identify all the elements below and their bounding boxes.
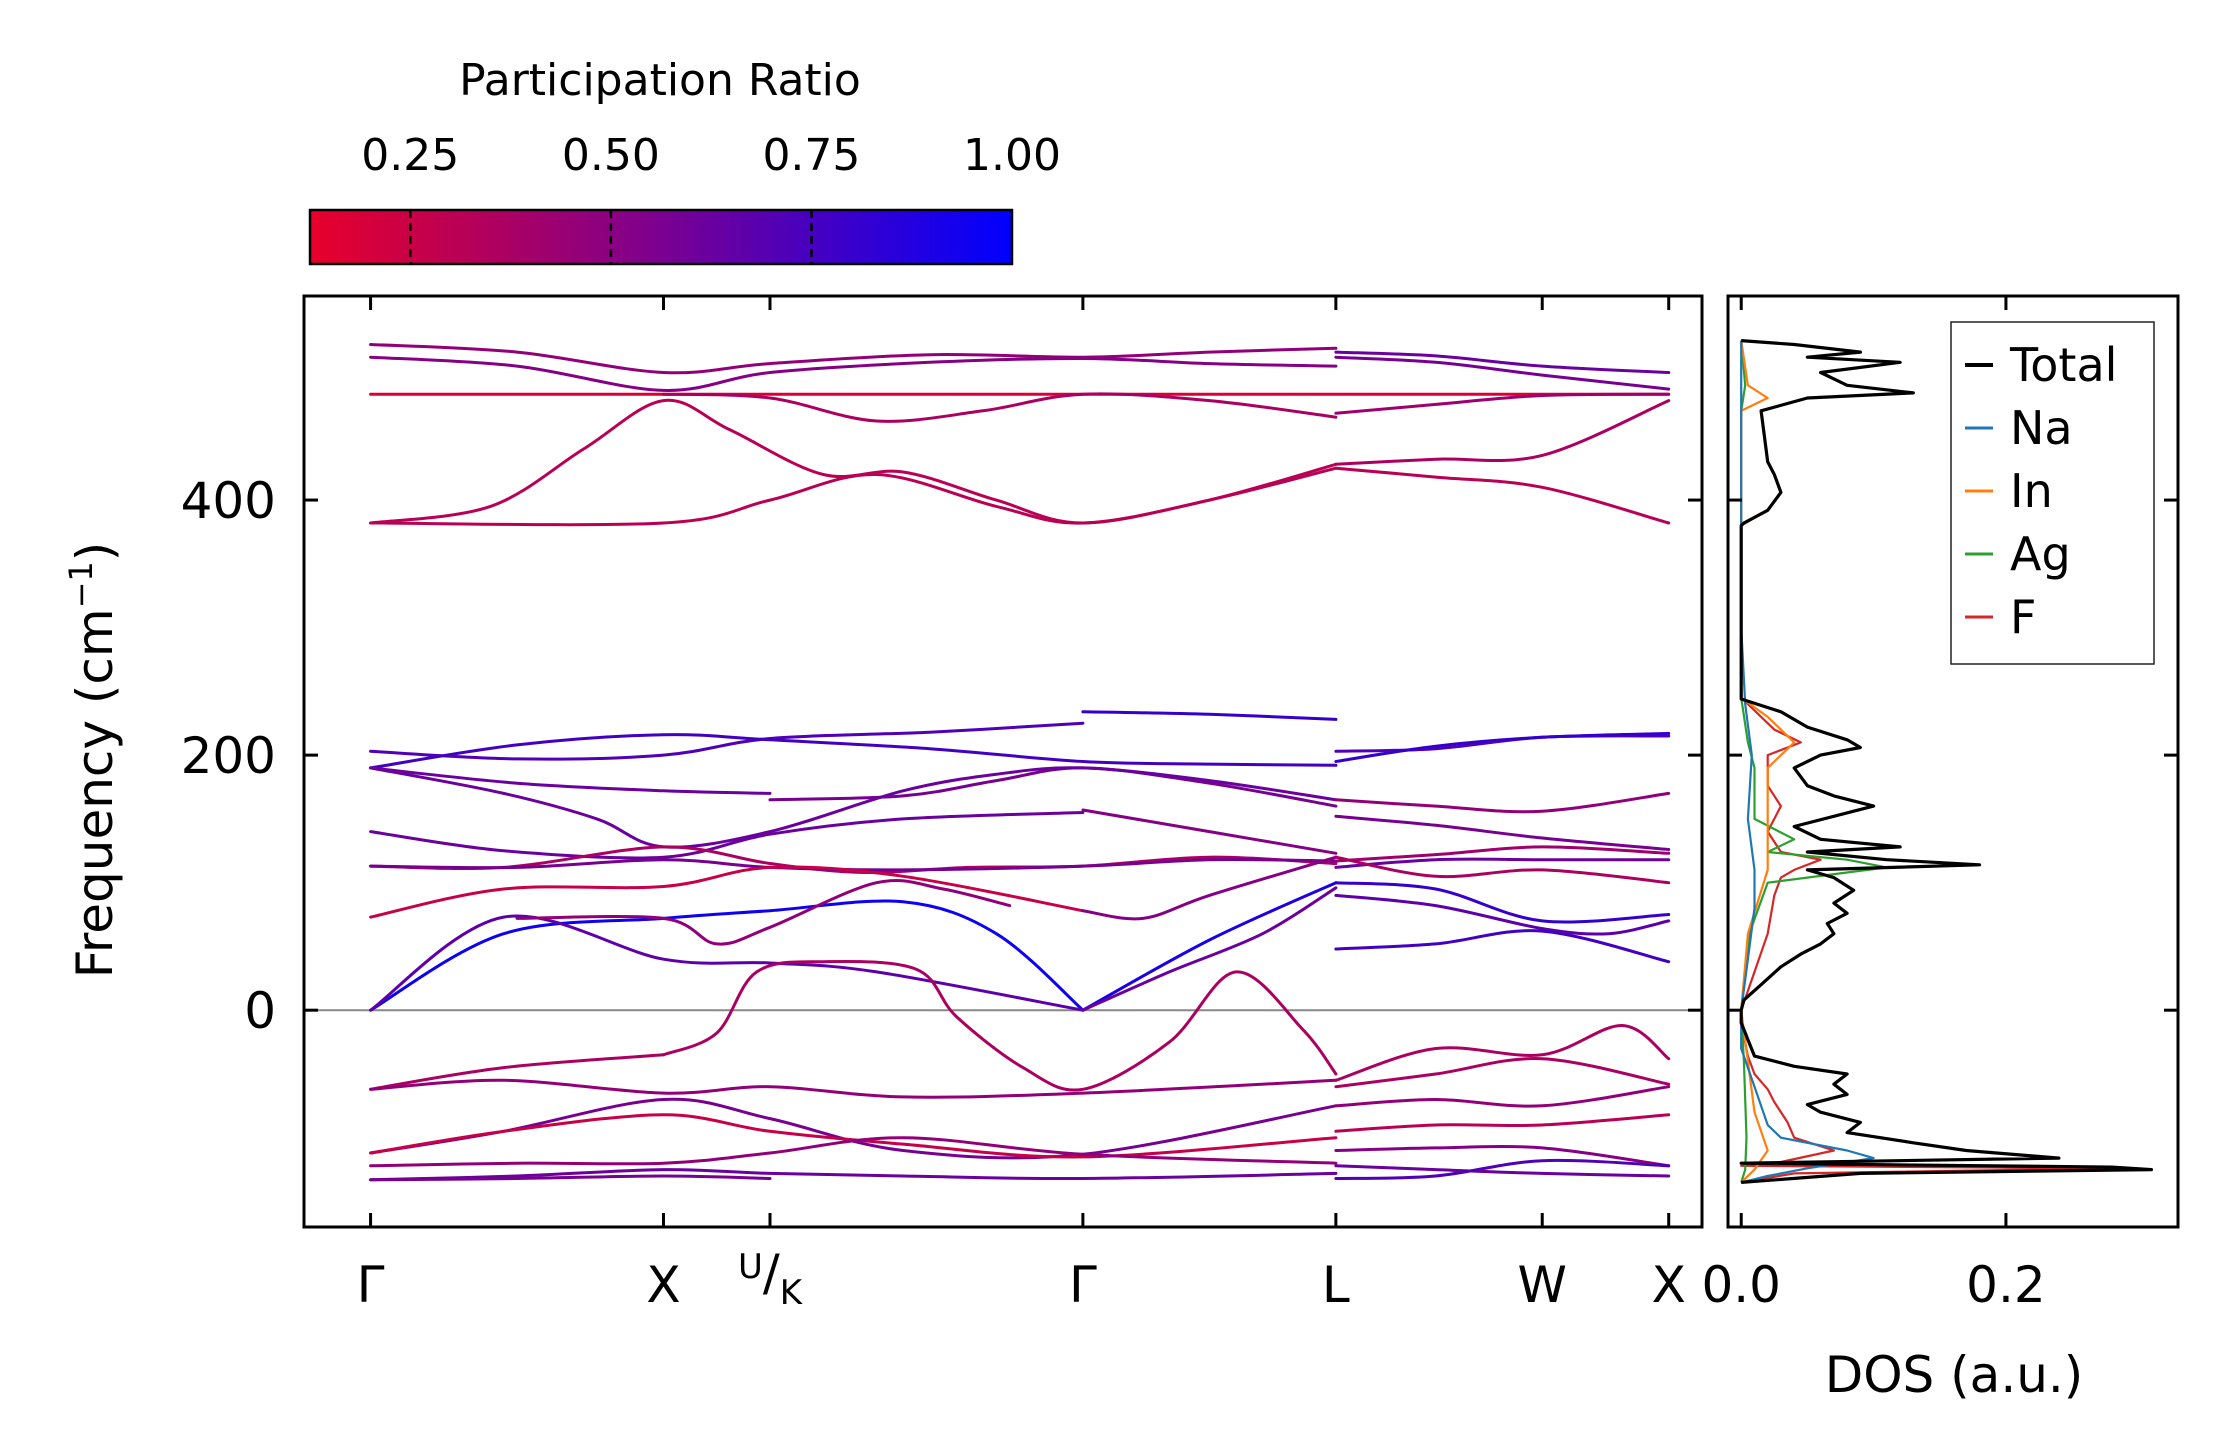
- band-line-mid-g: [369, 858, 1338, 872]
- colorbar-tick-label: 1.00: [963, 130, 1061, 181]
- dos-line-in: [1740, 340, 1796, 1184]
- band-line-mid-c: [369, 766, 772, 795]
- band-line-ac-1b: [1081, 881, 1338, 1012]
- k-point-label: U/K: [738, 1244, 804, 1313]
- k-point-label: W: [1518, 1256, 1567, 1314]
- legend-box: [1950, 321, 2155, 665]
- colorbar-title: Participation Ratio: [459, 55, 861, 106]
- band-line-mid-i: [1334, 881, 1671, 924]
- band-line-neg-b: [369, 1078, 1338, 1099]
- legend-label-na: Na: [2010, 401, 2073, 455]
- band-line-top-3: [662, 392, 1338, 423]
- band-line-top-1: [369, 343, 1338, 375]
- band-line-neg-h: [369, 1174, 772, 1182]
- band-line-mid-a2: [1081, 710, 1338, 721]
- dos-x-tick-label: 0.0: [1701, 1256, 1781, 1314]
- band-line-top-2: [369, 355, 1338, 392]
- band-line-mid-j: [1334, 893, 1671, 936]
- band-line-ac-3: [515, 878, 1012, 946]
- legend-label-in: In: [2010, 464, 2053, 518]
- dos-x-axis-label: DOS (a.u.): [1825, 1346, 2084, 1404]
- band-plot-frame: [302, 294, 1704, 1229]
- band-line-top-1b: [1334, 350, 1671, 374]
- dos-line-total: [1739, 339, 2154, 1184]
- y-tick-label: 400: [181, 472, 276, 530]
- band-line-mid-k: [1334, 929, 1671, 964]
- dos-panel: 0.0 0.2 DOS (a.u.) Total Na In Ag F: [1701, 294, 2180, 1404]
- colorbar-tick-label: 0.25: [361, 130, 459, 181]
- band-structure-panel: 0 200 400 Γ X U/K Γ L W X Frequency (cm−1): [62, 294, 1704, 1314]
- band-line-neg-a: [369, 1053, 665, 1091]
- band-line-neg-g: [369, 1168, 1338, 1182]
- band-line-neg-b2: [1334, 1023, 1671, 1082]
- band-line-mid-f2: [1334, 845, 1671, 863]
- band-line-upper-5: [369, 462, 1338, 527]
- k-point-label: X: [1652, 1256, 1686, 1314]
- band-line-mid-h3: [1334, 855, 1671, 885]
- band-line-neg-f: [369, 1136, 1338, 1168]
- y-axis-label: Frequency (cm−1): [62, 542, 124, 979]
- band-line-mid-a3: [1334, 734, 1671, 753]
- band-line-mid-g2: [1334, 857, 1671, 869]
- legend-label-f: F: [2010, 590, 2036, 644]
- band-line-ac-2: [369, 914, 1085, 1012]
- band-line-mid-a: [369, 721, 1085, 761]
- band-line-mid-b: [369, 733, 1338, 770]
- legend-label-total: Total: [2009, 338, 2117, 392]
- band-line-ac-2b: [1081, 886, 1338, 1012]
- band-line-mid-h2: [1081, 855, 1338, 921]
- dos-line-ag: [1740, 340, 1888, 1183]
- band-line-neg-e2: [1334, 1113, 1671, 1133]
- k-point-label: X: [646, 1256, 680, 1314]
- band-line-neg-g2: [1334, 1164, 1671, 1178]
- band-line-mid-e3: [1334, 814, 1671, 851]
- band-line-mid-h: [369, 865, 1085, 919]
- k-point-label: Γ: [1069, 1256, 1097, 1314]
- k-point-label: Γ: [357, 1256, 385, 1314]
- band-line-upper-5b: [1334, 399, 1671, 466]
- colorbar-tick-label: 0.75: [762, 130, 860, 181]
- k-point-label: L: [1322, 1256, 1350, 1314]
- band-line-mid-e: [369, 811, 1085, 860]
- band-line-ac-1: [369, 899, 1085, 1012]
- band-line-neg-i: [1334, 1158, 1671, 1180]
- colorbar-tick-label: 0.50: [562, 130, 660, 181]
- band-line-top-2b: [1334, 355, 1671, 391]
- legend-label-ag: Ag: [2010, 527, 2071, 581]
- band-line-mid-e2: [1081, 808, 1338, 855]
- dos-plot-frame: [1726, 294, 2180, 1229]
- y-tick-label: 200: [181, 727, 276, 785]
- legend: Total Na In Ag F: [1950, 321, 2155, 665]
- dos-x-tick-label: 0.2: [1966, 1256, 2046, 1314]
- band-line-top-3b: [1334, 392, 1671, 415]
- y-tick-label: 0: [244, 982, 276, 1040]
- band-line-neg-c: [1334, 1057, 1671, 1089]
- colorbar: Participation Ratio 0.25 0.50 0.75 1.00: [308, 55, 1061, 266]
- band-line-mid-d: [369, 766, 1338, 849]
- band-line-mid-d2: [1334, 791, 1671, 814]
- band-line-mid-b2: [1334, 731, 1671, 763]
- band-line-upper-6: [1334, 466, 1671, 525]
- colorbar-gradient: [308, 208, 1014, 266]
- band-line-soft-dome: [662, 959, 1338, 1092]
- band-line-neg-d2: [1334, 1085, 1671, 1108]
- band-line-neg-f2: [1334, 1145, 1671, 1168]
